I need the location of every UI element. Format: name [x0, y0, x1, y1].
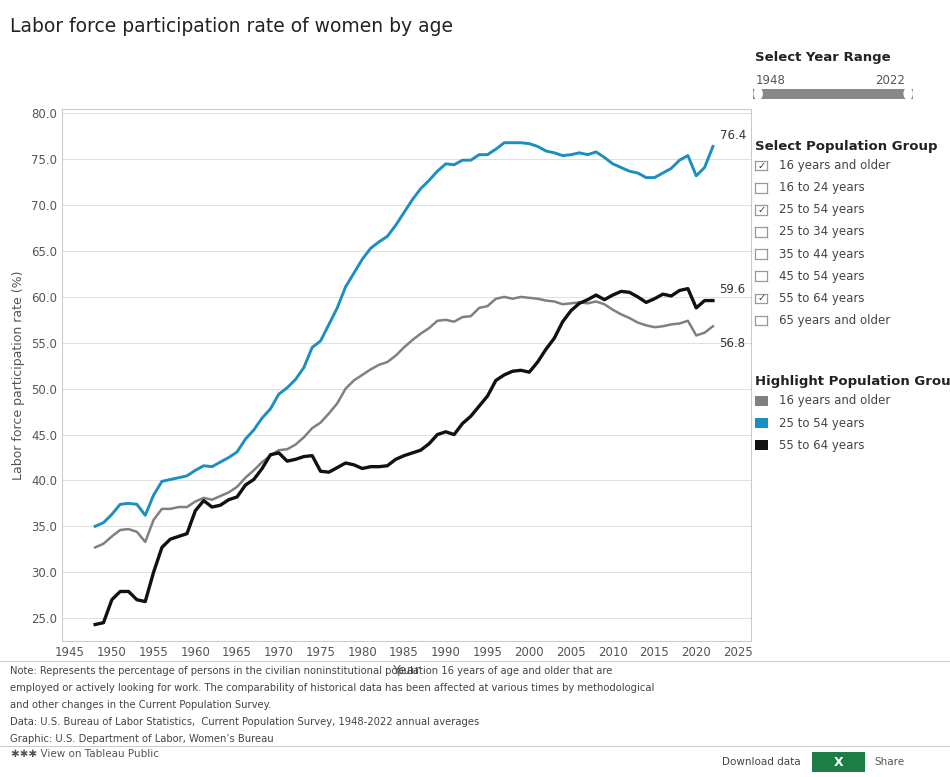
Text: 1948: 1948: [755, 74, 785, 87]
Text: 25 to 54 years: 25 to 54 years: [779, 416, 865, 430]
Text: 76.4: 76.4: [719, 129, 746, 142]
Text: Graphic: U.S. Department of Labor, Women’s Bureau: Graphic: U.S. Department of Labor, Women…: [10, 734, 274, 744]
Text: ✱✱✱ View on Tableau Public: ✱✱✱ View on Tableau Public: [11, 749, 160, 758]
Text: Share: Share: [874, 758, 904, 767]
Text: Labor force participation rate of women by age: Labor force participation rate of women …: [10, 17, 452, 36]
Text: Highlight Population Group: Highlight Population Group: [755, 375, 950, 388]
Text: 35 to 44 years: 35 to 44 years: [779, 248, 865, 260]
Text: 2022: 2022: [876, 74, 905, 87]
Text: 25 to 34 years: 25 to 34 years: [779, 225, 865, 239]
Text: and other changes in the Current Population Survey.: and other changes in the Current Populat…: [10, 700, 271, 710]
Text: Download data: Download data: [722, 758, 801, 767]
Text: Select Year Range: Select Year Range: [755, 51, 891, 64]
X-axis label: Year: Year: [392, 664, 420, 678]
Text: 56.8: 56.8: [719, 337, 746, 350]
Text: 65 years and older: 65 years and older: [779, 314, 890, 327]
Text: 59.6: 59.6: [719, 283, 746, 296]
Text: 55 to 64 years: 55 to 64 years: [779, 292, 865, 305]
Text: Note: Represents the percentage of persons in the civilian noninstitutional popu: Note: Represents the percentage of perso…: [10, 666, 612, 676]
Text: ✓: ✓: [757, 294, 766, 303]
Text: 25 to 54 years: 25 to 54 years: [779, 204, 865, 216]
Text: 16 to 24 years: 16 to 24 years: [779, 181, 865, 194]
Text: 55 to 64 years: 55 to 64 years: [779, 439, 865, 451]
Ellipse shape: [902, 86, 914, 101]
Text: ✓: ✓: [757, 205, 766, 214]
Y-axis label: Labor force participation rate (%): Labor force participation rate (%): [12, 270, 26, 479]
Text: X: X: [833, 756, 844, 768]
Text: Data: U.S. Bureau of Labor Statistics,  Current Population Survey, 1948-2022 ann: Data: U.S. Bureau of Labor Statistics, C…: [10, 717, 479, 727]
Text: ✓: ✓: [757, 161, 766, 170]
Text: 16 years and older: 16 years and older: [779, 159, 890, 172]
Text: Select Population Group: Select Population Group: [755, 140, 938, 153]
Text: 45 to 54 years: 45 to 54 years: [779, 270, 865, 283]
Text: employed or actively looking for work. The comparability of historical data has : employed or actively looking for work. T…: [10, 683, 654, 693]
Ellipse shape: [752, 86, 764, 101]
Text: 16 years and older: 16 years and older: [779, 395, 890, 407]
